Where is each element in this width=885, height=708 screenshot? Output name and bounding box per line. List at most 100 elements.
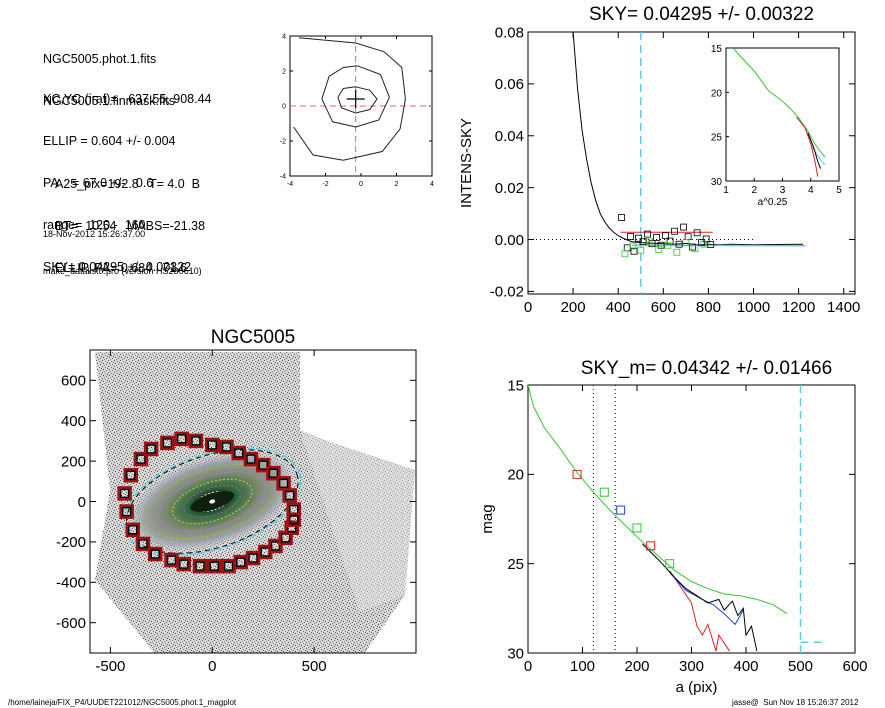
sky-box-marker xyxy=(135,536,151,552)
param-line-4: range= 120.- 160. xyxy=(43,218,149,232)
sky-sample-marker-green xyxy=(664,241,672,249)
isophote-ring xyxy=(183,485,241,518)
mag-profile-panel: 0 100 200 300 400 500 600 15 20 25 30 SKY_m= 0.0434… xyxy=(479,358,868,696)
sky-box-marker xyxy=(207,558,222,574)
sky-sample-marker xyxy=(671,227,678,235)
sky_profile-ytick-label: 0.00 xyxy=(495,232,524,249)
galaxy_image-xtick-label: 500 xyxy=(302,658,327,675)
program-version: make_datalist0.pro (version HS230610) xyxy=(43,266,202,276)
mag_profile-xtick-label: 600 xyxy=(842,658,867,675)
sky-box-marker-inner xyxy=(248,553,258,563)
mag-blue-line xyxy=(669,572,744,626)
sky-sample-marker xyxy=(666,237,674,245)
contour-ytick-label: 0 xyxy=(282,103,286,110)
sky-box-marker xyxy=(176,556,191,572)
inset-xtick-label: 3 xyxy=(780,185,786,196)
contour-ytick-label: 2 xyxy=(282,68,286,75)
sky-box-marker-inner xyxy=(233,448,244,458)
contour-xtick-label: 4 xyxy=(430,181,434,188)
mag_profile-xtick-label: 0 xyxy=(524,658,532,675)
sky-box-marker-inner xyxy=(207,440,217,450)
sky_profile-ytick-label: -0.02 xyxy=(490,284,524,301)
galaxy_image-ytick-label: 600 xyxy=(61,373,86,390)
galaxy_image-ytick-label: -600 xyxy=(56,615,86,632)
contour-ytick-label: 4 xyxy=(282,33,286,40)
sky-box-marker xyxy=(147,546,163,562)
sky-box-marker xyxy=(188,433,204,449)
sky-sample-marker xyxy=(689,243,697,251)
inset-ytick-label: 25 xyxy=(711,133,723,144)
galaxy_image-xtick-label: -500 xyxy=(95,658,125,675)
sky-box-marker xyxy=(192,558,208,574)
sky-sample-marker-green xyxy=(655,245,663,253)
mag-range-marker xyxy=(646,541,656,551)
sky_profile-ytick-label: 0.08 xyxy=(495,24,524,41)
sky-sample-marker xyxy=(648,240,656,248)
mag-ylabel: mag xyxy=(479,504,496,533)
sky_profile-frame xyxy=(527,31,856,295)
sky-sample-marker-green xyxy=(691,245,699,253)
sky_profile-xtick-label: 1200 xyxy=(782,299,815,316)
result-line-3: ELLIP, PA= 0.684 71.6 xyxy=(55,261,187,275)
mag_profile-xtick-label: 100 xyxy=(570,658,595,675)
sky-sample-marker xyxy=(707,241,715,248)
result-line-2: BT= 10.54 MABS=-21.38 xyxy=(55,219,206,233)
isophote-ring xyxy=(172,478,253,525)
sky-sample-marker xyxy=(627,233,635,240)
sky-box-marker-inner xyxy=(136,454,146,464)
param-line-2: ELLIP = 0.604 +/- 0.004 xyxy=(43,134,176,148)
sky-title: SKY= 0.04295 +/- 0.00322 xyxy=(589,4,814,25)
sky-box-marker-inner xyxy=(191,436,201,446)
sky-box-marker xyxy=(174,431,189,447)
sky-sample-marker xyxy=(693,229,701,237)
contour-line xyxy=(293,37,406,161)
sky-sample-marker xyxy=(623,244,631,252)
sky-box-marker xyxy=(286,512,301,527)
contour-panel: -4 -2 0 2 4 -4 -2 0 2 4 xyxy=(280,33,434,188)
sky-box-marker-inner xyxy=(176,434,187,444)
inset-xtick-label: 5 xyxy=(836,185,842,196)
galaxy_image-ytick-label: 0 xyxy=(78,494,86,511)
sky_profile-xtick-label: 1400 xyxy=(827,299,860,316)
mag-range-marker xyxy=(572,469,582,479)
fit-parameters: XC,YC (iraf)= 637.55, 908.44 ELLIP = 0.6… xyxy=(43,64,212,288)
mag_profile-xtick-label: 200 xyxy=(624,658,649,675)
sky-box-marker-inner xyxy=(289,514,299,525)
timestamp: 18-Nov-2012 15:26:37.00 xyxy=(43,229,146,239)
sky_profile-xtick-label: 800 xyxy=(696,299,721,316)
sky-box-marker xyxy=(123,467,138,483)
sky-box-marker-inner xyxy=(146,444,156,454)
sky-box-marker-inner xyxy=(128,525,138,535)
file-line-1: NGC5005.phot.1.fits xyxy=(43,52,157,66)
mag_profile-ytick-label: 30 xyxy=(507,645,524,662)
sky_profile-ytick-label: 0.04 xyxy=(495,128,524,145)
galaxy-title: NGC5005 xyxy=(211,327,296,348)
sky-sample-marker-green xyxy=(637,246,645,254)
mag-red-line xyxy=(669,570,731,652)
intensity-profile-line xyxy=(572,32,804,246)
inset-xtick-label: 2 xyxy=(751,185,757,196)
sky-box-marker xyxy=(160,435,175,451)
mag_profile-ytick-label: 15 xyxy=(507,377,524,394)
contour-xtick-label: 0 xyxy=(359,181,363,188)
sky-box-marker-inner xyxy=(268,468,279,478)
sky-box-marker-inner xyxy=(284,490,295,501)
galaxy-nucleus xyxy=(209,499,216,504)
sky-box-marker xyxy=(284,520,299,536)
mag_profile-xtick-label: 300 xyxy=(679,658,704,675)
sky-sample-marker xyxy=(653,234,660,241)
galaxy_image-ytick-label: 400 xyxy=(61,413,86,430)
run-info: 18-Nov-2012 15:26:37.00 make_datalist0.p… xyxy=(43,207,202,288)
isophote-ring xyxy=(158,471,266,532)
sky-sample-marker xyxy=(657,241,665,249)
sky-sample-marker xyxy=(702,235,710,243)
inset-ytick-label: 30 xyxy=(711,177,723,188)
sky-box-marker-inner xyxy=(223,561,234,571)
mag-title: SKY_m= 0.04342 +/- 0.01466 xyxy=(581,358,832,379)
inset-xtick-label: 4 xyxy=(808,185,814,196)
contour-ytick-label: -4 xyxy=(280,173,286,180)
sky-box-marker-inner xyxy=(246,454,256,464)
inset-xtick-label: 1 xyxy=(723,185,729,196)
sky-box-marker-inner xyxy=(166,555,177,565)
